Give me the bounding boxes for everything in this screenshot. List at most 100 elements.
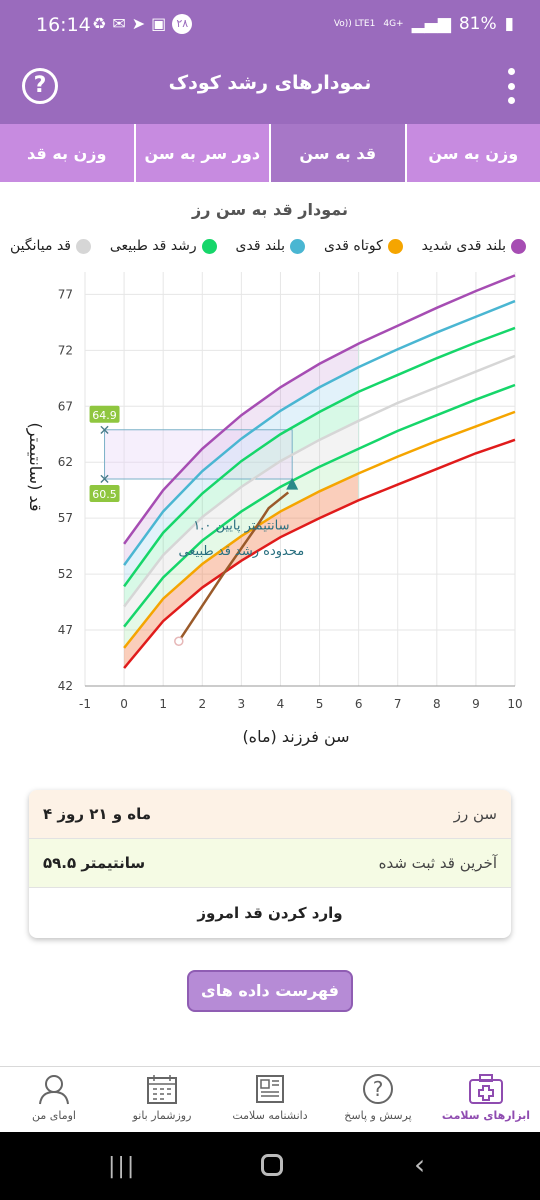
range-marker: ✕ bbox=[99, 423, 111, 439]
last-height-value: ۵۹.۵ سانتیمتر bbox=[43, 854, 146, 872]
notification-count: ۲۸ bbox=[172, 14, 193, 34]
battery-icon: ▮ bbox=[504, 14, 514, 34]
x-tick-label: 8 bbox=[433, 697, 441, 711]
network-label: Vo)) LTE1 bbox=[333, 18, 376, 29]
height-data-list-button[interactable]: فهرست داده های قد رز bbox=[187, 970, 353, 1038]
battery-level: 81% bbox=[458, 14, 497, 34]
current-point-marker bbox=[286, 477, 299, 490]
age-row: ۴ ماه و ۲۱ روز سن رز bbox=[29, 790, 511, 839]
x-axis-label: سن فرزند (ماه) bbox=[242, 727, 349, 747]
range-marker: ✕ bbox=[99, 472, 111, 488]
y-tick-label: 47 bbox=[58, 623, 73, 637]
nav-qa[interactable]: ? پرسش و پاسخ bbox=[324, 1067, 432, 1132]
status-bar: 16:14 ♻ ✉ ➤ ▣ ۲۸ Vo)) LTE1 4G+ ▂▄▆ 81% ▮ bbox=[0, 0, 540, 48]
tab-weight-for-age[interactable]: وزن به سن bbox=[404, 124, 540, 182]
series-line-p85 bbox=[123, 299, 516, 566]
nav-label: روزشمار بانو bbox=[132, 1109, 192, 1122]
status-time: 16:14 bbox=[36, 14, 91, 36]
newspaper-icon bbox=[256, 1075, 284, 1103]
chart-tabs: وزن به سن قد به سن دور سر به سن وزن به ق… bbox=[0, 124, 540, 182]
range-label-bg bbox=[89, 405, 120, 423]
x-tick-label: 0 bbox=[120, 697, 128, 711]
legend-dot bbox=[76, 238, 91, 254]
legend-dot bbox=[387, 238, 403, 254]
range-label-bg bbox=[89, 485, 120, 502]
bottom-nav: ابزارهای سلامت ? پرسش و پاسخ دانشنامه سل… bbox=[0, 1066, 540, 1132]
legend-item[interactable]: قد میانگین bbox=[10, 238, 91, 254]
age-label: سن رز bbox=[453, 805, 497, 823]
legend-item[interactable]: بلند قدی bbox=[236, 238, 306, 254]
series-line-mean bbox=[123, 354, 516, 608]
mail-icon: ✉ bbox=[112, 14, 126, 33]
series-line-p50n bbox=[123, 326, 516, 588]
tab-head-circumference[interactable]: دور سر به سن bbox=[133, 124, 270, 182]
calendar-icon bbox=[147, 1075, 177, 1104]
x-tick-label: 7 bbox=[394, 697, 402, 711]
legend-dot bbox=[510, 238, 526, 254]
nav-encyclopedia[interactable]: دانشنامه سلامت bbox=[216, 1067, 324, 1132]
y-tick-label: 67 bbox=[58, 399, 73, 413]
legend-label: بلند قدی شدید bbox=[421, 238, 506, 254]
percentile-band bbox=[124, 391, 359, 607]
child-first-point bbox=[174, 636, 184, 646]
y-tick-label: 77 bbox=[58, 287, 73, 301]
help-button[interactable]: ? bbox=[22, 68, 58, 104]
x-tick-label: 4 bbox=[277, 697, 285, 711]
tab-height-for-age[interactable]: قد به سن bbox=[269, 124, 405, 182]
legend-label: بلند قدی bbox=[235, 238, 286, 254]
telegram-icon: ➤ bbox=[131, 14, 146, 33]
legend-label: کوتاه قدی bbox=[323, 238, 383, 254]
notification-icons: ♻ ✉ ➤ ▣ ۲۸ bbox=[92, 14, 193, 34]
first-aid-kit-icon bbox=[469, 1074, 503, 1104]
legend-label: رشد قد طبیعی bbox=[109, 238, 197, 254]
x-tick-label: 6 bbox=[355, 697, 363, 711]
x-tick-label: 2 bbox=[198, 697, 206, 711]
nav-health-tools[interactable]: ابزارهای سلامت bbox=[432, 1067, 540, 1132]
last-height-label: آخرین قد ثبت شده bbox=[378, 854, 497, 872]
legend-item[interactable]: بلند قدی شدید bbox=[422, 238, 526, 254]
page-title: نمودارهای رشد کودک bbox=[168, 72, 372, 94]
app-bar: ? نمودارهای رشد کودک bbox=[0, 48, 540, 124]
enter-today-height-button[interactable]: وارد کردن قد امروز bbox=[197, 903, 343, 922]
annotation-line-1: ۱.۰ سانتیمتر پایین bbox=[193, 518, 289, 533]
chart-title: نمودار قد به سن رز bbox=[192, 200, 348, 219]
info-card: ۴ ماه و ۲۱ روز سن رز ۵۹.۵ سانتیمتر آخرین… bbox=[29, 790, 511, 938]
overflow-menu-button[interactable] bbox=[506, 68, 516, 104]
short-stature-band bbox=[124, 473, 359, 669]
x-tick-label: -1 bbox=[79, 697, 91, 711]
legend-dot bbox=[290, 238, 306, 254]
y-axis-label: قد (سانتیمتر) bbox=[25, 423, 45, 512]
series-line-p99 bbox=[123, 274, 516, 545]
percentile-band bbox=[124, 420, 359, 627]
y-tick-label: 72 bbox=[58, 343, 73, 357]
nav-profile[interactable]: اومای من bbox=[0, 1067, 108, 1132]
legend-item[interactable]: رشد قد طبیعی bbox=[110, 238, 217, 254]
x-tick-label: 5 bbox=[316, 697, 324, 711]
series-line-p15 bbox=[123, 383, 516, 628]
percentile-band bbox=[124, 448, 359, 648]
tab-weight-for-height[interactable]: وزن به قد bbox=[27, 143, 107, 163]
age-value: ۴ ماه و ۲۱ روز bbox=[43, 805, 152, 823]
x-tick-label: 9 bbox=[472, 697, 480, 711]
range-label-text: 64.9 bbox=[92, 409, 117, 422]
annotation-line-2: محدوده رشد قد طبیعی bbox=[178, 544, 304, 559]
x-tick-label: 1 bbox=[159, 697, 167, 711]
percentile-band bbox=[124, 473, 359, 669]
x-tick-label: 3 bbox=[238, 697, 246, 711]
y-tick-label: 42 bbox=[58, 679, 73, 693]
chart-legend: بلند قدی شدید کوتاه قدی بلند قدی رشد قد … bbox=[10, 238, 526, 254]
legend-label: قد میانگین bbox=[10, 238, 71, 254]
profile-icon bbox=[39, 1075, 69, 1105]
series-line-p3 bbox=[123, 410, 516, 649]
signal-icon: ▂▄▆ bbox=[411, 14, 451, 34]
back-button[interactable]: ‹ bbox=[414, 1148, 426, 1181]
x-tick-label: 10 bbox=[507, 697, 522, 711]
net-type: 4G+ bbox=[383, 18, 404, 29]
last-height-row: ۵۹.۵ سانتیمتر آخرین قد ثبت شده bbox=[29, 839, 511, 888]
recent-apps-button[interactable]: ||| bbox=[108, 1154, 137, 1179]
home-button[interactable] bbox=[261, 1154, 283, 1176]
series-line-p0 bbox=[123, 438, 516, 669]
legend-item[interactable]: کوتاه قدی bbox=[324, 238, 403, 254]
nav-calendar[interactable]: روزشمار بانو bbox=[108, 1067, 216, 1132]
nav-label: ابزارهای سلامت bbox=[441, 1109, 531, 1122]
